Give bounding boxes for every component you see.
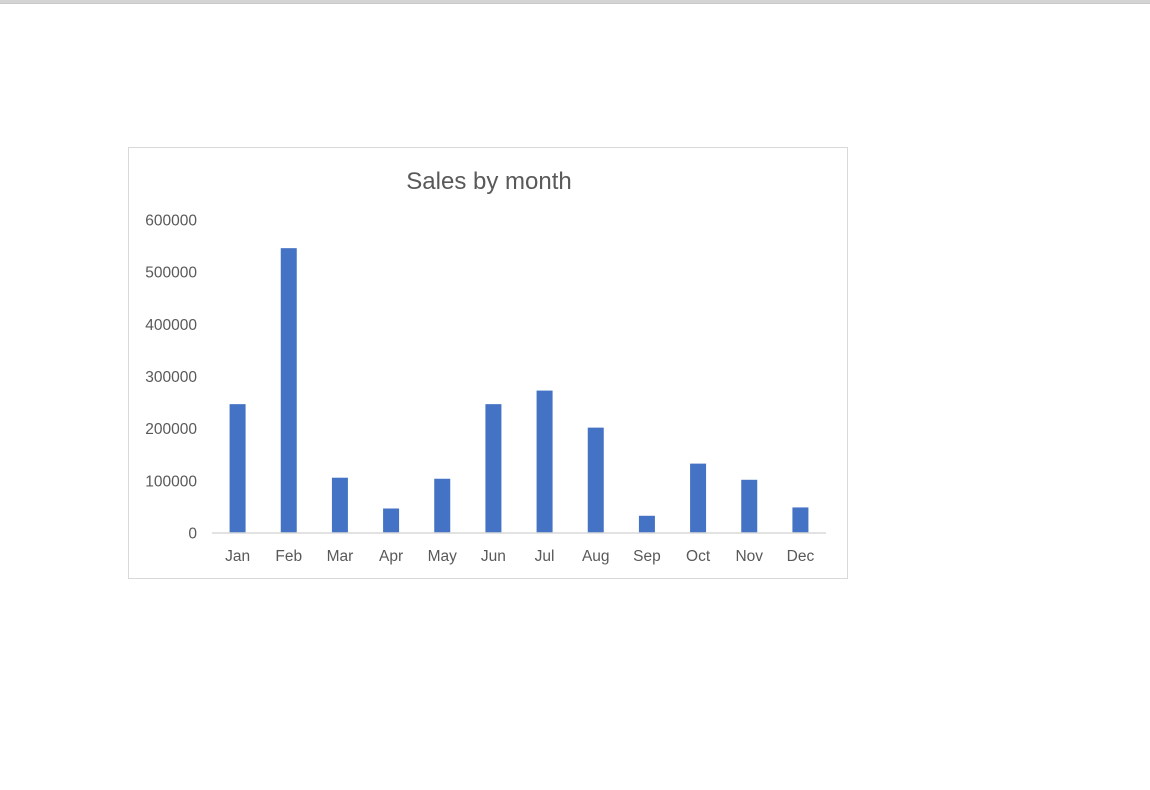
top-border — [0, 0, 1150, 4]
chart-svg: Sales by month 0 100000 200000 300000 400000… — [145, 168, 826, 565]
bar-oct — [690, 463, 707, 533]
bar-dec — [792, 507, 809, 533]
bars — [229, 248, 809, 534]
x-tick-label-apr: Apr — [379, 548, 403, 565]
x-tick-label-nov: Nov — [735, 548, 763, 565]
x-tick-label-may: May — [428, 548, 458, 565]
x-tick-label-oct: Oct — [686, 548, 711, 565]
y-tick-label: 600000 — [145, 213, 197, 230]
x-tick-label-sep: Sep — [633, 548, 661, 565]
y-tick-label: 200000 — [145, 421, 197, 438]
chart-area: Sales by month 0 100000 200000 300000 400000… — [128, 147, 848, 579]
y-tick-label: 0 — [188, 526, 197, 543]
bar-feb — [280, 248, 297, 534]
x-tick-label-aug: Aug — [582, 548, 610, 565]
bar-mar — [331, 477, 348, 533]
x-tick-label-jun: Jun — [481, 548, 506, 565]
bar-jun — [485, 404, 502, 533]
x-tick-label-jan: Jan — [225, 548, 250, 565]
x-tick-label-jul: Jul — [535, 548, 555, 565]
bar-jul — [536, 390, 553, 533]
x-tick-label-dec: Dec — [787, 548, 815, 565]
bar-sep — [638, 515, 655, 533]
x-axis-labels: Jan Feb Mar Apr May Jun Jul Aug Sep Oct Nov Dec — [225, 548, 814, 565]
y-axis-labels: 0 100000 200000 300000 400000 500000 600000 — [145, 213, 197, 543]
y-tick-label: 300000 — [145, 369, 197, 386]
x-tick-label-mar: Mar — [327, 548, 354, 565]
y-tick-label: 400000 — [145, 317, 197, 334]
bar-aug — [587, 427, 604, 533]
x-tick-label-feb: Feb — [275, 548, 302, 565]
bar-jan — [229, 404, 246, 533]
bar-nov — [741, 479, 758, 533]
y-tick-label: 100000 — [145, 473, 197, 490]
bar-apr — [383, 508, 400, 533]
bar-may — [434, 478, 451, 533]
y-tick-label: 500000 — [145, 265, 197, 282]
chart-title: Sales by month — [406, 168, 571, 195]
